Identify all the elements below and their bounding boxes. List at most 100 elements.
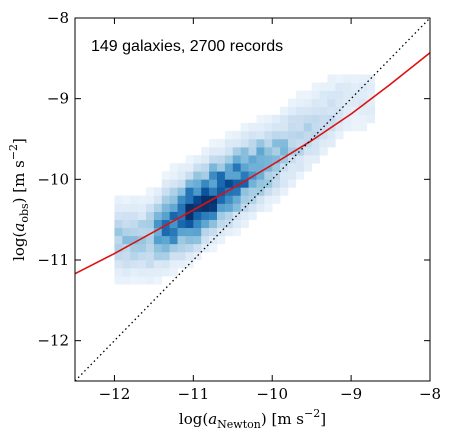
heatmap-cell <box>240 122 249 132</box>
heatmap-cell <box>288 179 297 188</box>
heatmap-cell <box>303 106 312 116</box>
heatmap-cell <box>185 171 194 180</box>
heatmap-cell <box>114 276 123 285</box>
x-tick-label: −12 <box>99 385 131 403</box>
heatmap-cell <box>335 130 344 140</box>
heatmap-cell <box>217 187 226 196</box>
x-tick-label: −11 <box>178 385 210 403</box>
heatmap-cell <box>122 203 131 212</box>
heatmap-cell <box>185 243 194 253</box>
heatmap-cell <box>193 211 202 220</box>
heatmap-cell <box>146 195 155 204</box>
heatmap-cell <box>288 171 297 180</box>
heatmap-cell <box>319 139 328 148</box>
heatmap-cell <box>232 211 241 220</box>
heatmap-cell <box>193 243 202 253</box>
heatmap-cell <box>169 211 178 220</box>
heatmap-cell <box>161 243 170 253</box>
heatmap-cell <box>177 260 186 269</box>
heatmap-cell <box>366 90 376 99</box>
heatmap-cell <box>217 235 226 245</box>
heatmap-cell <box>343 90 352 99</box>
heatmap-cell <box>343 122 352 132</box>
heatmap-cell <box>217 155 226 164</box>
heatmap-cell <box>209 139 218 148</box>
heatmap-cell <box>311 155 320 164</box>
heatmap-cell <box>319 147 328 156</box>
heatmap-cell <box>327 106 336 116</box>
heatmap-cell <box>114 251 123 261</box>
heatmap-cell <box>303 155 312 164</box>
heatmap-cell <box>232 195 241 204</box>
heatmap-cell <box>295 147 305 156</box>
heatmap-cell <box>193 219 202 229</box>
heatmap-cell <box>146 211 155 220</box>
heatmap-cell <box>193 163 202 172</box>
heatmap-cell <box>319 90 328 99</box>
x-axis-label: log(aNewton) [m s−2] <box>179 407 326 431</box>
heatmap-cell <box>295 155 305 164</box>
heatmap-cell <box>319 98 328 108</box>
heatmap-cell <box>177 171 186 180</box>
heatmap-cell <box>311 122 320 132</box>
heatmap-cell <box>138 268 147 277</box>
heatmap-cell <box>264 187 273 196</box>
heatmap-cell <box>201 235 210 245</box>
heatmap-cell <box>201 163 210 172</box>
heatmap-cell <box>351 98 360 108</box>
heatmap-cell <box>153 268 163 277</box>
y-axis-label: log(aobs) [m s−2] <box>7 138 31 261</box>
heatmap-cell <box>280 171 289 180</box>
heatmap-cell <box>201 171 210 180</box>
heatmap-cell <box>327 82 336 91</box>
heatmap-cell <box>288 130 297 140</box>
heatmap-cell <box>232 179 241 188</box>
heatmap-cell <box>193 171 202 180</box>
heatmap-cell <box>248 122 257 132</box>
heatmap-cell <box>161 268 170 277</box>
heatmap-cell <box>351 122 360 132</box>
heatmap-cell <box>114 235 123 245</box>
heatmap-cell <box>224 130 234 140</box>
heatmap-cell <box>217 139 226 148</box>
heatmap-cell <box>177 219 186 229</box>
heatmap-cell <box>272 114 281 124</box>
heatmap-cell <box>232 147 241 156</box>
heatmap-cell <box>264 139 273 148</box>
heatmap-cell <box>359 90 368 99</box>
heatmap-cell <box>153 187 163 196</box>
heatmap-cell <box>185 203 194 212</box>
heatmap-cell <box>138 276 147 285</box>
heatmap-cell <box>359 98 368 108</box>
heatmap-cell <box>311 90 320 99</box>
heatmap-cell <box>295 90 305 99</box>
heatmap-cell <box>153 243 163 253</box>
heatmap-cell <box>114 195 123 204</box>
heatmap-cell <box>288 106 297 116</box>
heatmap-cell <box>319 130 328 140</box>
heatmap-cell <box>232 227 241 237</box>
heatmap-cell <box>114 227 123 237</box>
heatmap-cell <box>256 114 265 124</box>
heatmap-cell <box>146 251 155 261</box>
heatmap-cell <box>138 243 147 253</box>
heatmap-cell <box>193 235 202 245</box>
heatmap-cell <box>138 260 147 269</box>
heatmap-cell <box>185 187 194 196</box>
heatmap-cell <box>169 235 178 245</box>
heatmap-cell <box>185 195 194 204</box>
heatmap-cell <box>280 163 289 172</box>
plot-frame <box>74 17 431 382</box>
heatmap-cell <box>272 195 281 204</box>
heatmap-cell <box>161 211 170 220</box>
heatmap-cell <box>288 98 297 108</box>
heatmap-cell <box>335 98 344 108</box>
heatmap-cell <box>161 235 170 245</box>
heatmap-cell <box>232 171 241 180</box>
heatmap-cell <box>217 171 226 180</box>
heatmap-cell <box>177 203 186 212</box>
heatmap-cell <box>240 147 249 156</box>
heatmap-cell <box>130 251 139 261</box>
heatmap-cell <box>193 187 202 196</box>
heatmap-cell <box>264 122 273 132</box>
